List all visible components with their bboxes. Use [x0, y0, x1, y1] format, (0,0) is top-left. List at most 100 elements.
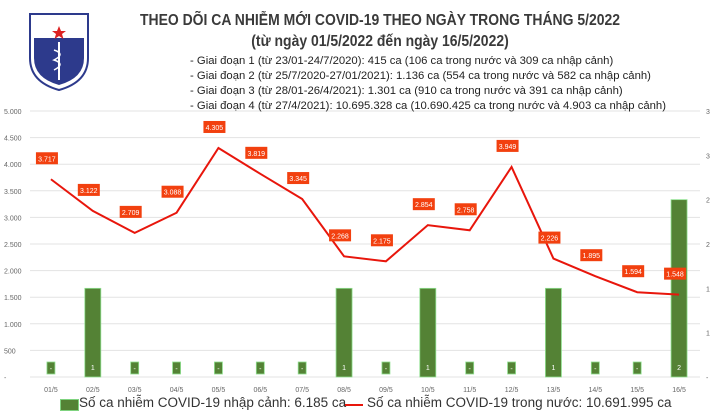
line-data-label-box: [329, 229, 352, 242]
y-left-tick-label: -: [4, 375, 7, 382]
bar-data-label: -: [469, 366, 472, 373]
legend-label-domestic: Số ca nhiễm COVID-19 trong nước: 10.691.…: [367, 395, 672, 410]
bar-data-label: -: [259, 366, 262, 373]
line-data-label: 2.709: [122, 210, 140, 217]
x-tick-label: 15/5: [630, 387, 644, 394]
y-left-tick-label: 3.500: [4, 189, 22, 196]
line-data-label: 3.088: [164, 190, 182, 197]
bar-data-label: 2: [677, 365, 681, 372]
bar-data-label: -: [636, 366, 639, 373]
line-data-label-box: [370, 234, 393, 247]
bar-data-label: -: [134, 366, 137, 373]
line-data-label: 3.819: [248, 151, 266, 158]
y-right-tick-label: -: [706, 375, 709, 382]
line-data-label: 2.854: [415, 202, 433, 209]
x-tick-label: 09/5: [379, 387, 393, 394]
y-left-tick-label: 3.000: [4, 215, 22, 222]
line-data-label: 1.548: [666, 272, 684, 279]
line-data-label-box: [35, 152, 58, 165]
bar-data-label: -: [50, 366, 53, 373]
stage-4: - Giai đoạn 4 (từ 27/4/2021): 10.695.328…: [190, 100, 666, 112]
line-data-label-box: [496, 139, 519, 152]
x-tick-label: 04/5: [170, 387, 184, 394]
bar-data-label: -: [594, 366, 597, 373]
bar-data-label: 1: [426, 365, 430, 372]
bar-imported: [84, 287, 102, 378]
line-data-label-box: [580, 249, 603, 262]
x-tick-label: 11/5: [463, 387, 476, 394]
bar-imported: [632, 361, 642, 375]
bar-imported: [465, 361, 475, 375]
line-data-label-box: [664, 267, 687, 280]
bar-imported: [130, 361, 140, 375]
line-data-label-box: [203, 120, 226, 133]
line-data-label: 3.949: [499, 144, 517, 151]
bar-imported: [297, 361, 307, 375]
y-left-tick-label: 2.000: [4, 269, 22, 276]
bar-imported: [255, 361, 265, 375]
legend-swatch-imported: [60, 399, 79, 411]
bar-imported: [670, 199, 688, 378]
line-data-label-box: [77, 183, 100, 196]
chart-title: THEO DÕI CA NHIỄM MỚI COVID-19 THEO NGÀY…: [139, 12, 621, 29]
bar-data-label: 1: [551, 365, 555, 372]
bar-data-label: -: [301, 366, 304, 373]
line-data-label: 1.895: [583, 253, 601, 260]
bar-imported: [335, 287, 353, 378]
line-data-label: 3.717: [38, 156, 56, 163]
x-tick-label: 16/5: [672, 387, 686, 394]
bar-data-label: -: [385, 366, 388, 373]
x-tick-label: 02/5: [86, 387, 100, 394]
y-left-tick-label: 2.500: [4, 242, 22, 249]
line-data-label: 2.226: [541, 236, 559, 243]
y-left-tick-label: 4.000: [4, 162, 22, 169]
line-domestic: [50, 146, 680, 296]
stage-2: - Giai đoạn 2 (từ 25/7/2020-27/01/2021):…: [190, 70, 651, 82]
chart-subtitle: (từ ngày 01/5/2022 đến ngày 16/5/2022): [251, 33, 509, 50]
bar-imported: [590, 361, 600, 375]
legend-label-imported: Số ca nhiễm COVID-19 nhập cảnh: 6.185 ca: [79, 395, 347, 410]
y-left-tick-label: 500: [4, 348, 16, 355]
y-right-tick-label: 1: [706, 286, 710, 293]
line-data-label-box: [119, 205, 142, 218]
line-data-label: 2.175: [373, 238, 391, 245]
line-data-label-box: [454, 203, 477, 216]
line-data-label-box: [287, 172, 310, 185]
y-right-tick-label: 3: [706, 153, 710, 160]
x-tick-label: 14/5: [589, 387, 603, 394]
line-data-label-box: [538, 231, 561, 244]
y-left-tick-label: 1.500: [4, 295, 22, 302]
y-right-tick-label: 2: [706, 198, 710, 205]
x-tick-label: 07/5: [295, 387, 309, 394]
x-tick-label: 01/5: [44, 387, 58, 394]
line-data-label-box: [161, 185, 184, 198]
line-data-label: 3.122: [80, 188, 98, 195]
line-data-label-box: [622, 265, 645, 278]
line-data-label: 3.345: [289, 176, 307, 183]
line-data-label: 2.758: [457, 207, 475, 214]
x-tick-label: 10/5: [421, 387, 435, 394]
bar-imported: [172, 361, 181, 375]
line-data-label-box: [245, 146, 268, 159]
y-right-tick-label: 1: [706, 331, 710, 338]
x-tick-label: 05/5: [212, 387, 226, 394]
bar-imported: [507, 361, 516, 375]
x-tick-label: 06/5: [254, 387, 268, 394]
bar-data-label: -: [175, 366, 178, 373]
bar-data-label: -: [510, 366, 513, 373]
y-left-tick-label: 1.000: [4, 322, 22, 329]
line-data-label: 2.268: [331, 233, 349, 240]
line-data-label: 1.594: [624, 269, 642, 276]
legend-swatch-domestic: [345, 404, 363, 406]
line-data-label-box: [412, 198, 435, 211]
bar-imported: [46, 361, 56, 375]
line-data-label: 4.305: [206, 125, 224, 132]
stage-3: - Giai đoạn 3 (từ 28/01-26/4/2021): 1.30…: [190, 85, 623, 97]
bar-imported: [381, 361, 391, 375]
bar-data-label: 1: [342, 365, 346, 372]
bar-data-label: -: [217, 366, 220, 373]
stage-summary: - Giai đoạn 1 (từ 23/01-24/7/2020): 415 …: [190, 54, 666, 114]
bar-imported: [419, 287, 437, 378]
bar-imported: [214, 361, 223, 375]
y-left-tick-label: 5.000: [4, 109, 22, 116]
